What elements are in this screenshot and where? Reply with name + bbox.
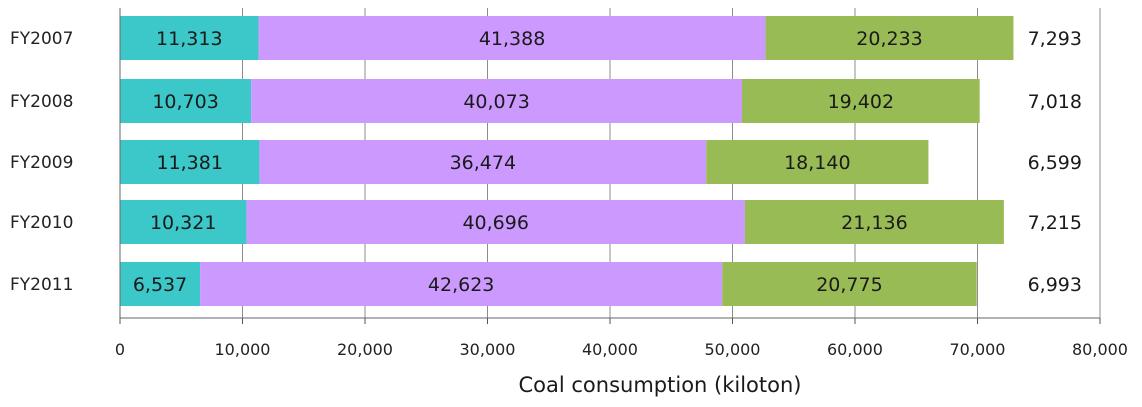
end-value-label: 7,018 — [1028, 91, 1082, 113]
bar-segment — [120, 262, 201, 306]
bar-segment — [722, 262, 977, 306]
category-label: FY2007 — [10, 29, 73, 49]
data-label: 42,623 — [428, 274, 494, 296]
x-tick-label: 50,000 — [705, 340, 761, 359]
data-label: 10,321 — [150, 212, 216, 234]
x-tick-label: 10,000 — [215, 340, 271, 359]
bar-segment — [744, 200, 1004, 244]
axes: 0 10,000 20,000 30,000 40,000 50,000 60,000 70,… — [115, 8, 1128, 359]
bar-segment — [258, 16, 766, 60]
x-tick-label: 70,000 — [950, 340, 1006, 359]
category-label: FY2008 — [10, 92, 73, 112]
bar-segment — [120, 16, 259, 60]
data-label: 36,474 — [450, 152, 516, 174]
category-label: FY2011 — [10, 275, 73, 295]
data-label: 11,313 — [156, 28, 222, 50]
data-label: 18,140 — [784, 152, 850, 174]
bar-segment — [706, 140, 929, 184]
bar-segment — [765, 16, 1014, 60]
x-tick-label: 40,000 — [582, 340, 638, 359]
x-tick-label: 20,000 — [337, 340, 393, 359]
x-tick-label: 80,000 — [1072, 340, 1128, 359]
bar-segment — [120, 79, 252, 123]
bar-segment — [742, 79, 980, 123]
end-value-label: 7,215 — [1028, 212, 1082, 234]
x-axis-title: Coal consumption (kiloton) — [519, 373, 802, 397]
x-tick-label: 60,000 — [827, 340, 883, 359]
bar-segment — [120, 140, 260, 184]
data-label: 19,402 — [828, 91, 894, 113]
category-label: FY2009 — [10, 153, 73, 173]
category-label: FY2010 — [10, 213, 73, 233]
data-label: 40,696 — [462, 212, 528, 234]
data-label: 11,381 — [156, 152, 222, 174]
data-label: 40,073 — [463, 91, 529, 113]
bar-segment — [246, 200, 745, 244]
bar-segment — [120, 200, 247, 244]
bars — [120, 16, 1014, 306]
bar-segment — [200, 262, 723, 306]
data-label: 21,136 — [841, 212, 907, 234]
end-value-label: 7,293 — [1028, 28, 1082, 50]
labels: FY2007 11,313 41,388 20,233 7,293 FY2008 10,70… — [10, 28, 1082, 296]
bar-segment — [259, 140, 707, 184]
x-tick-label: 0 — [115, 340, 125, 359]
end-value-label: 6,599 — [1028, 152, 1082, 174]
data-label: 6,537 — [133, 274, 187, 296]
end-value-label: 6,993 — [1028, 274, 1082, 296]
x-tick-label: 30,000 — [460, 340, 516, 359]
data-label: 20,233 — [856, 28, 922, 50]
bar-segment — [251, 79, 743, 123]
data-label: 20,775 — [816, 274, 882, 296]
data-label: 10,703 — [152, 91, 218, 113]
data-label: 41,388 — [479, 28, 545, 50]
